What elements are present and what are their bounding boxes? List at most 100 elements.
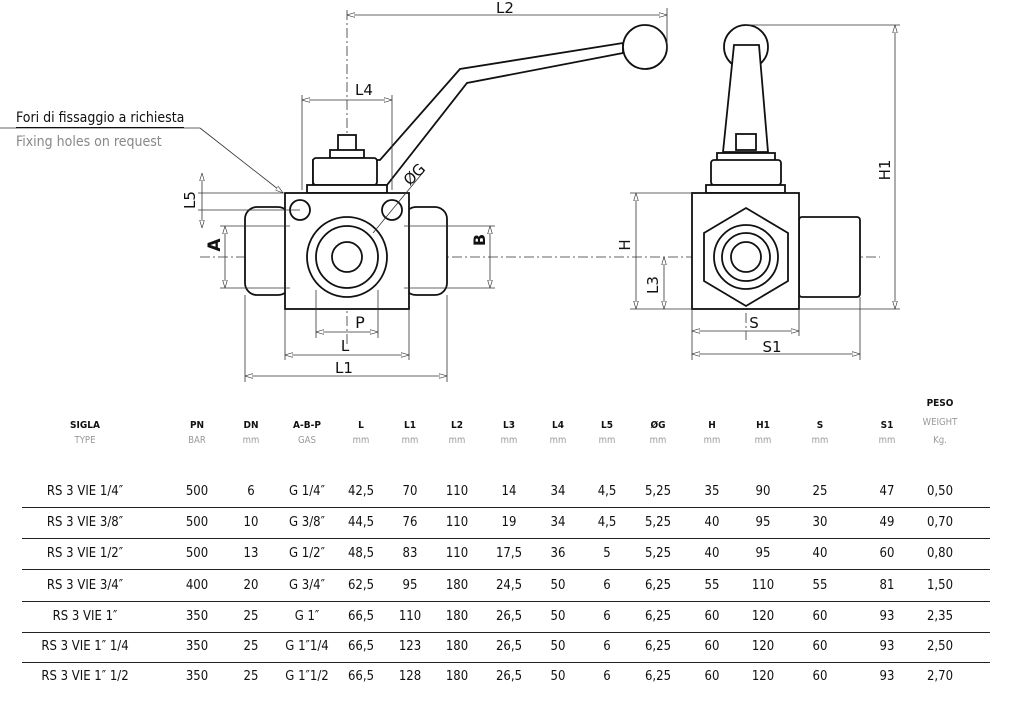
dim-label-l: L (341, 337, 350, 355)
leader-g (372, 169, 426, 234)
column-header: A-B-P (293, 420, 321, 431)
table-cell: 0,70 (926, 515, 954, 530)
table-cell: 55 (812, 578, 828, 593)
table-cell: 26,5 (495, 639, 523, 654)
row-divider (22, 538, 990, 539)
table-cell: 60 (812, 669, 828, 684)
table-cell: 5,25 (644, 546, 672, 561)
column-header: DN (243, 420, 259, 431)
table-cell: 95 (402, 578, 418, 593)
table-cell: 40 (812, 546, 828, 561)
table-cell: 5 (603, 546, 611, 561)
column-unit: Kg. (933, 435, 947, 446)
valve-technical-drawing: L2 L4 L5 A B ØG P L L1 H L3 S S1 (0, 0, 900, 382)
column-unit: mm (754, 435, 772, 446)
table-cell: 6,25 (644, 669, 672, 684)
table-cell: 90 (755, 484, 771, 499)
table-cell: 34 (550, 515, 566, 530)
table-cell: 25 (243, 639, 259, 654)
dim-label-s1: S1 (762, 338, 781, 356)
column-unit: GAS (298, 435, 316, 446)
table-cell: 350 (185, 639, 209, 654)
table-cell: G 1/2″ (289, 546, 325, 561)
table-cell: 49 (879, 515, 895, 530)
column-header: ØG (650, 420, 666, 431)
dim-label-l2: L2 (496, 0, 514, 17)
table-cell: 26,5 (495, 669, 523, 684)
table-cell: 95 (755, 546, 771, 561)
column-header: PN (189, 420, 205, 431)
table-cell: 17,5 (495, 546, 523, 561)
table-cell: 6 (603, 639, 611, 654)
column-unit: TYPE (74, 435, 96, 446)
front-view: L2 L4 L5 A B ØG P L L1 (0, 0, 668, 382)
table-cell: 93 (879, 639, 895, 654)
column-header: H1 (756, 420, 770, 431)
column-header: S (816, 420, 824, 431)
dim-label-h1: H1 (876, 160, 894, 181)
table-cell: 66,5 (347, 669, 375, 684)
table-cell: RS 3 VIE 1″ (52, 609, 118, 624)
column-unit: mm (242, 435, 260, 446)
dim-label-h: H (616, 239, 634, 250)
column-unit: mm (811, 435, 829, 446)
table-cell: 5,25 (644, 484, 672, 499)
column-unit: mm (598, 435, 616, 446)
table-cell: RS 3 VIE 1″ 1/4 (41, 639, 129, 654)
column-unit: BAR (188, 435, 206, 446)
stem-nut (337, 134, 357, 152)
table-cell: 110 (445, 484, 469, 499)
table-cell: 40 (704, 546, 720, 561)
table-cell: 6,25 (644, 578, 672, 593)
table-cell: 60 (812, 639, 828, 654)
table-cell: 44,5 (347, 515, 375, 530)
table-cell: 14 (501, 484, 517, 499)
table-cell: 6,25 (644, 639, 672, 654)
table-cell: 6 (603, 578, 611, 593)
note-fixing-holes-italian: Fori di fissaggio a richiesta (16, 110, 185, 128)
dim-label-l3: L3 (644, 276, 662, 294)
table-cell: 4,5 (597, 484, 617, 499)
column-header: L2 (451, 420, 463, 431)
note-fixing-holes-english: Fixing holes on request (16, 134, 162, 150)
table-cell: 180 (445, 669, 469, 684)
table-cell: 4,5 (597, 515, 617, 530)
table-cell: 2,50 (926, 639, 954, 654)
table-cell: 120 (751, 669, 775, 684)
leader-fixing-holes (199, 127, 283, 193)
column-header: L5 (601, 420, 613, 431)
table-cell: 30 (812, 515, 828, 530)
table-cell: 81 (879, 578, 895, 593)
table-cell: 180 (445, 609, 469, 624)
column-unit: mm (703, 435, 721, 446)
table-cell: G 1″1/4 (285, 639, 329, 654)
table-cell: 10 (243, 515, 259, 530)
table-cell: RS 3 VIE 1/4″ (46, 484, 124, 499)
header-peso: PESO (926, 398, 954, 409)
table-cell: 13 (243, 546, 259, 561)
row-divider (22, 632, 990, 633)
table-cell: 40 (704, 515, 720, 530)
table-cell: 110 (398, 609, 422, 624)
column-unit: mm (401, 435, 419, 446)
table-cell: 66,5 (347, 639, 375, 654)
table-cell: 24,5 (495, 578, 523, 593)
table-cell: 6 (603, 669, 611, 684)
table-cell: 20 (243, 578, 259, 593)
table-cell: 0,50 (926, 484, 954, 499)
dim-label-l1: L1 (335, 359, 353, 377)
table-cell: 50 (550, 639, 566, 654)
table-cell: 110 (751, 578, 775, 593)
table-cell: 35 (704, 484, 720, 499)
table-cell: 110 (445, 546, 469, 561)
dim-label-b: B (470, 234, 489, 246)
column-header: L4 (552, 420, 564, 431)
column-header: L (358, 420, 364, 431)
table-cell: 76 (402, 515, 418, 530)
table-cell: 25 (243, 669, 259, 684)
table-cell: 34 (550, 484, 566, 499)
dim-label-s: S (749, 314, 759, 332)
row-divider (22, 662, 990, 663)
table-cell: 500 (185, 546, 209, 561)
table-cell: 2,70 (926, 669, 954, 684)
